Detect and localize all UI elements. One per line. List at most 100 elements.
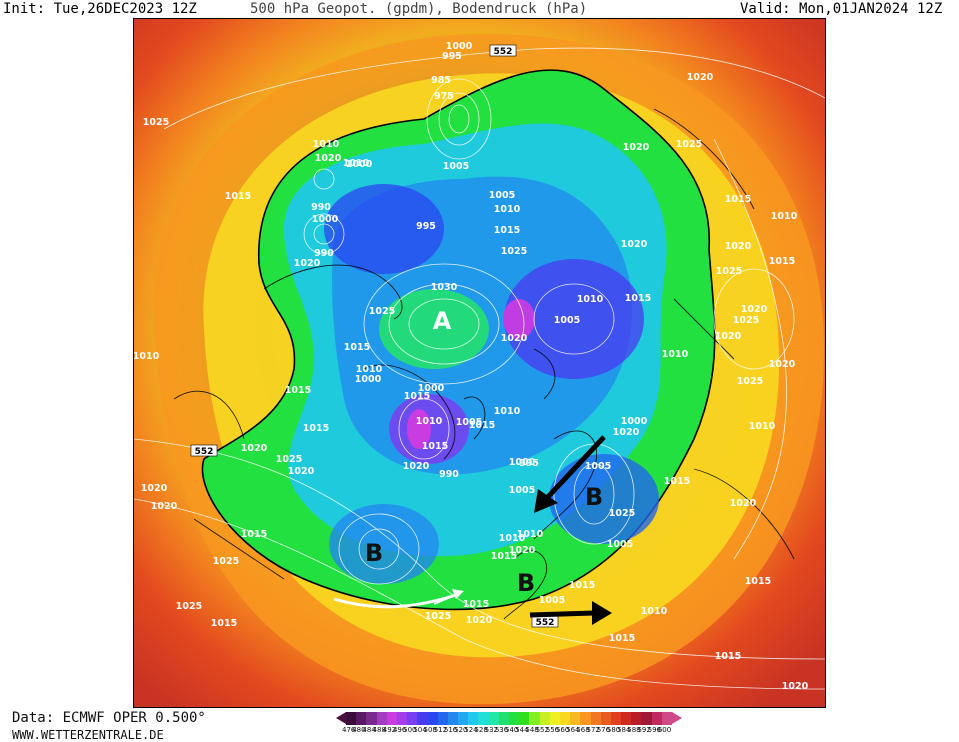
isobar-label: 1020 <box>403 461 430 472</box>
isobar-label: 1015 <box>344 342 370 353</box>
isobar-label: 1010 <box>771 211 798 222</box>
legend-value: 500 <box>403 726 417 734</box>
isobar-label: 1005 <box>539 595 565 606</box>
legend-value: 496 <box>392 726 407 734</box>
legend-swatch <box>590 712 601 725</box>
legend-value: 560 <box>555 726 570 734</box>
legend-value: 480 <box>352 726 366 734</box>
legend-swatch <box>651 712 662 725</box>
low-pressure-center: B <box>517 569 535 597</box>
isobar-label: 1020 <box>687 72 714 83</box>
isobar-label: 1015 <box>241 529 267 540</box>
legend-value: 512 <box>433 726 448 734</box>
isobar-label: 1005 <box>489 190 515 201</box>
legend-value: 524 <box>464 726 478 734</box>
isobar-label: 985 <box>431 75 451 86</box>
low-pressure-center: B <box>365 539 383 567</box>
isobar-label: 1025 <box>609 508 635 519</box>
legend-swatch <box>458 712 469 725</box>
legend-swatch <box>610 712 622 725</box>
legend-value: 520 <box>454 726 468 734</box>
isobar-label: 1000 <box>418 383 445 394</box>
legend-swatch <box>631 712 642 725</box>
isobar-label: 1005 <box>509 485 535 496</box>
legend-swatch <box>641 712 652 725</box>
isobar-label: 1015 <box>422 441 448 452</box>
isobar-label: 1010 <box>641 606 668 617</box>
isobar-label: 1025 <box>676 139 702 150</box>
isobar-label: 1015 <box>494 225 520 236</box>
isobar-label: 1015 <box>625 293 651 304</box>
isobar-label: 1020 <box>782 681 809 692</box>
isobar-label: 1020 <box>466 615 493 626</box>
legend-swatch <box>478 712 489 725</box>
legend-value: 576 <box>596 726 611 734</box>
isobar-label: 1015 <box>463 599 489 610</box>
isobar-label: 1025 <box>716 266 742 277</box>
isobar-label: 1005 <box>607 539 633 550</box>
legend-swatch <box>600 712 611 725</box>
isobar-label: 1005 <box>585 461 611 472</box>
isobar-label: 1020 <box>501 333 528 344</box>
isobar-label: 1010 <box>662 349 689 360</box>
weather-map: 552 552 552 1000 995 985 975 1010 1020 1025 102… <box>133 18 826 708</box>
isobar-label: 1015 <box>715 651 741 662</box>
isobar-label: 1010 <box>499 533 526 544</box>
data-source: Data: ECMWF OPER 0.500° <box>12 710 206 726</box>
legend-value: 584 <box>617 726 631 734</box>
isobar-label: 1000 <box>312 214 339 225</box>
isobar-label: 1015 <box>404 391 430 402</box>
legend-value: 540 <box>505 726 519 734</box>
isobar-label: 1025 <box>501 246 527 257</box>
isobar-label: 1020 <box>623 142 650 153</box>
legend-swatch <box>386 712 397 725</box>
legend-swatch <box>447 712 459 725</box>
contour-552-labels: 552 552 552 <box>190 44 559 628</box>
isobar-label: 1010 <box>313 139 340 150</box>
isobar-label: 1015 <box>569 580 595 591</box>
isobar-label: 1020 <box>241 443 268 454</box>
isobar-label: 1020 <box>288 466 315 477</box>
legend-value: 536 <box>494 726 509 734</box>
legend-value: 588 <box>627 726 641 734</box>
legend-swatch <box>417 712 428 725</box>
movement-arrows <box>433 435 612 625</box>
legend-swatch <box>488 712 499 725</box>
legend-labels: 476 480 484 488 492 496 500 504 508 512 516 520 524 5… <box>342 726 671 734</box>
isobar-label: 1010 <box>134 351 160 362</box>
legend-value: 564 <box>566 726 580 734</box>
legend-swatch <box>407 712 418 725</box>
high-pressure-region <box>379 289 489 369</box>
legend-swatch <box>468 712 479 725</box>
legend-swatch <box>356 712 367 725</box>
isobar-label: 1025 <box>369 306 395 317</box>
isobar-label: 1020 <box>725 241 752 252</box>
legend-value: 508 <box>423 726 437 734</box>
legend-swatch <box>570 712 581 725</box>
isobar-label: 1010 <box>517 529 544 540</box>
isobar-label: 1020 <box>141 483 168 494</box>
isobar-label: 1000 <box>621 416 648 427</box>
isobar-label: 1015 <box>211 618 237 629</box>
website-link[interactable]: WWW.WETTERZENTRALE.DE <box>12 728 164 742</box>
isobar-label: 1010 <box>416 416 443 427</box>
isobar-label: 1005 <box>443 161 469 172</box>
pressure-centers: A B B B <box>365 307 603 597</box>
init-time: Init: Tue,26DEC2023 12Z <box>3 1 197 17</box>
legend-value: 592 <box>637 726 651 734</box>
legend-swatch <box>559 712 571 725</box>
legend-swatch <box>539 712 550 725</box>
isobar-label: 1020 <box>613 427 640 438</box>
legend-value: 596 <box>647 726 661 734</box>
isobar-label: 1015 <box>469 420 495 431</box>
legend-value: 532 <box>484 726 498 734</box>
legend-swatch <box>621 712 632 725</box>
isobar-label: 1010 <box>494 406 521 417</box>
footer: Data: ECMWF OPER 0.500° WWW.WETTERZENTRA… <box>0 708 959 742</box>
legend-swatch <box>519 712 530 725</box>
isobar-label: 1025 <box>737 376 763 387</box>
isobar-label: 1005 <box>456 417 482 428</box>
isobar-label: 1015 <box>745 576 771 587</box>
isobar-label: 1010 <box>356 364 383 375</box>
